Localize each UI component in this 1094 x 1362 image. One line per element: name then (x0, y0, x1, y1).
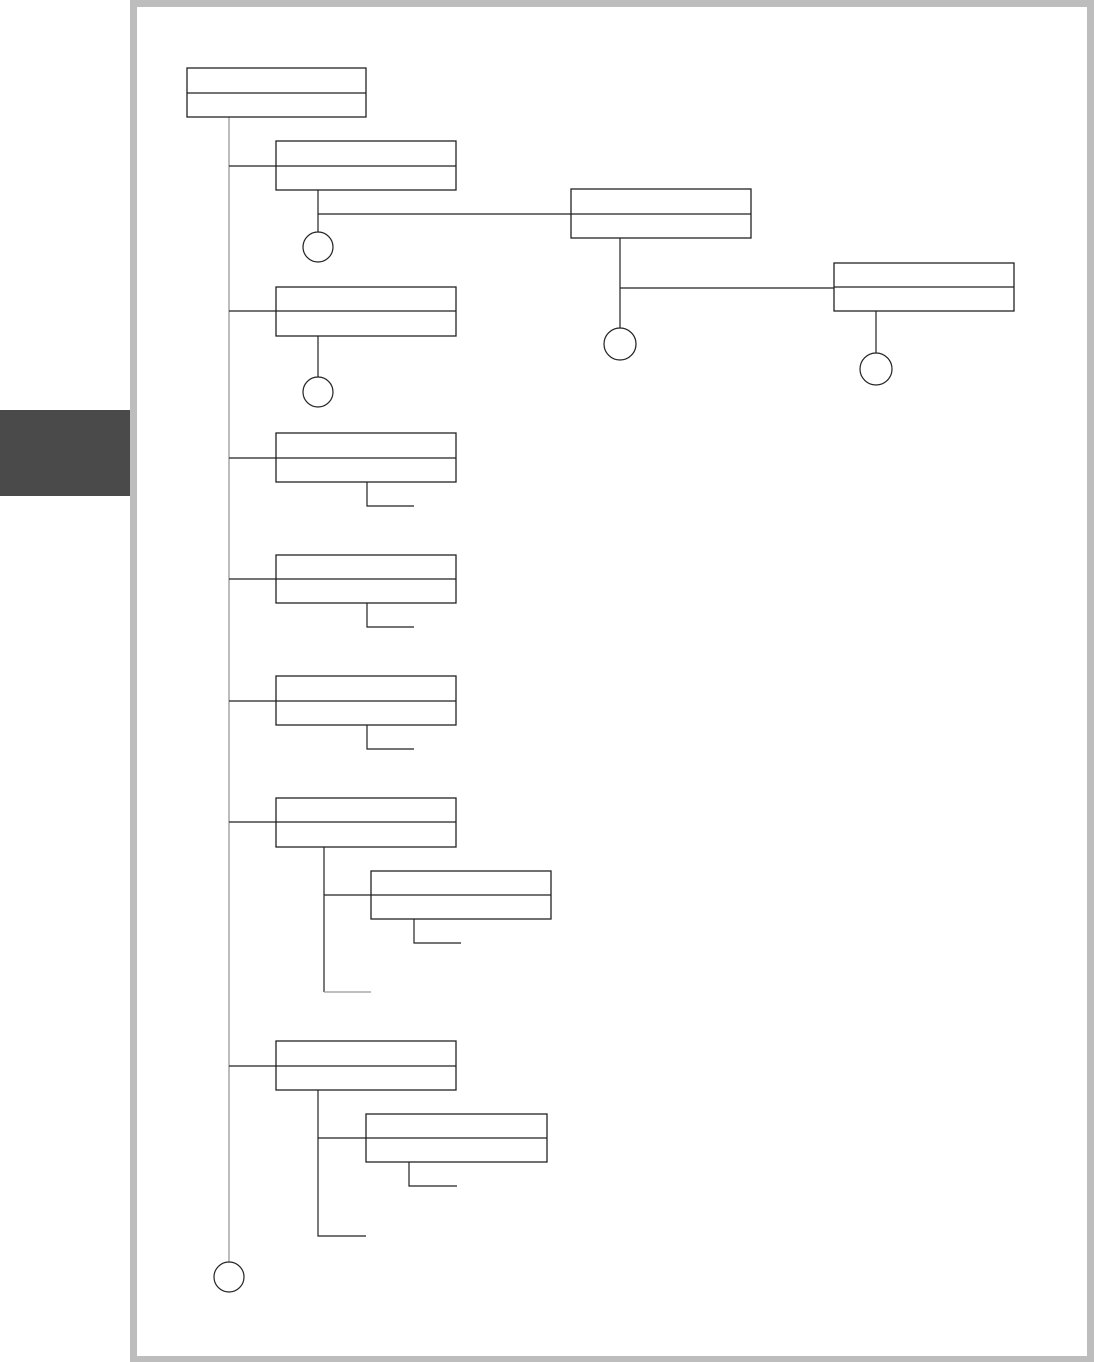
branch-lines (619, 238, 834, 328)
branch-lines (323, 847, 371, 992)
connector (302, 231, 334, 263)
node-box (370, 870, 552, 920)
node-box (275, 286, 457, 337)
connector (859, 352, 893, 386)
elbow-lines (366, 482, 414, 750)
root-box (186, 67, 367, 118)
branch-lines (317, 1090, 366, 1237)
node-box (275, 140, 457, 191)
side-tab (0, 410, 130, 496)
elbow-lines (413, 919, 461, 944)
node-box (275, 554, 457, 604)
node-box (365, 1113, 548, 1163)
connector (302, 376, 334, 408)
end-connector (213, 1261, 245, 1293)
node-box (275, 1040, 457, 1091)
node-box (570, 188, 752, 239)
node-box (275, 675, 457, 726)
branch-lines (317, 190, 571, 232)
connector (603, 327, 637, 361)
node-box (275, 797, 457, 848)
elbow-lines (408, 1162, 457, 1187)
branch-lines (229, 165, 276, 1067)
node-box (833, 262, 1015, 312)
node-box (275, 432, 457, 483)
